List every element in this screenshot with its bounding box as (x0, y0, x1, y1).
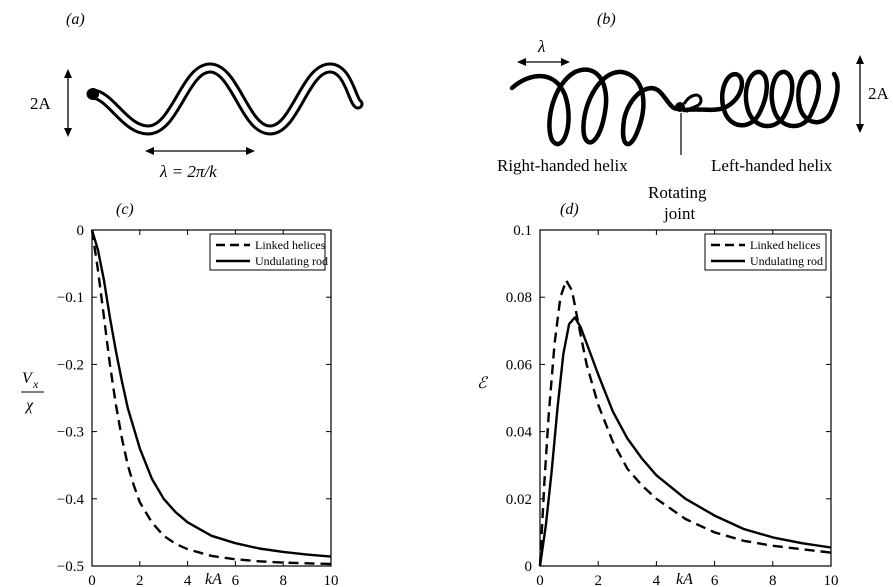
right-helix-label: Right-handed helix (497, 156, 628, 175)
chart-d-xtick-label: 10 (824, 573, 839, 587)
amplitude-label-a: 2A (30, 94, 52, 113)
panel-b: (b) λ 2A Right-handed helix Left-handed … (497, 11, 890, 223)
chart-d-xtick-label: 4 (653, 573, 661, 587)
right-handed-helix (509, 67, 683, 147)
chart-c-ytick-label: 0 (77, 223, 85, 239)
rod-head (87, 88, 99, 100)
chart-c-ytick-label: −0.1 (57, 290, 84, 306)
chart-d-xtick-label: 6 (711, 573, 719, 587)
chart-c-panel-label: (c) (116, 201, 134, 218)
chart-d-legend: Linked helices Undulating rod (704, 233, 827, 271)
left-handed-helix (681, 69, 840, 129)
amplitude-label-b: 2A (868, 84, 890, 103)
chart-c-xtick-label: 0 (88, 573, 96, 587)
chart-c-ytick-label: −0.5 (57, 559, 84, 575)
chart-d-panel-label: (d) (560, 201, 579, 218)
chart-c-legend-box (209, 233, 326, 271)
wavelength-label-b: λ (537, 37, 545, 56)
wavelength-arrow-b (517, 58, 570, 66)
chart-d-ticks: 0 2 4 6 8 10 0 0.02 0.04 0.06 0.08 0.1 (506, 223, 839, 587)
chart-c-ytick-label: −0.3 (57, 425, 84, 441)
chart-c-legend-rod: Undulating rod (255, 254, 328, 268)
chart-d-frame (539, 229, 832, 567)
wavelength-arrow-a (145, 147, 255, 155)
chart-d-xlabel: kA (676, 571, 693, 587)
chart-c-xtick-label: 4 (184, 573, 192, 587)
chart-c-xlabel: kA (205, 571, 222, 587)
amplitude-arrow-b (856, 55, 864, 133)
chart-c: (c) 0 2 4 6 8 10 0 −0.1 −0.2 −0.3 −0.4 −0.5 Linked … (21, 201, 339, 587)
left-helix-label: Left-handed helix (711, 156, 833, 175)
chart-d-xtick-label: 2 (594, 573, 602, 587)
chart-c-ylabel-num: V (22, 370, 34, 387)
chart-c-series (90, 229, 332, 566)
chart-c-xtick-label: 6 (232, 573, 240, 587)
chart-d-ytick-label: 0.08 (506, 290, 532, 306)
chart-d-ytick-label: 0.04 (506, 425, 533, 441)
chart-c-ylabel-sub: x (32, 377, 39, 391)
chart-d-ytick-label: 0.02 (506, 492, 532, 508)
chart-c-ylabel-den: χ (24, 397, 34, 414)
chart-d-series (538, 279, 832, 567)
joint-label-line1: Rotating (648, 183, 707, 202)
chart-c-series-undulating-rod (90, 229, 332, 558)
chart-c-ylabel: V x χ (21, 370, 44, 414)
chart-d-ytick-label: 0.1 (513, 223, 532, 239)
undulating-rod-inner (89, 65, 361, 133)
chart-d-ylabel: ℰ (477, 375, 489, 392)
amplitude-arrow (64, 69, 72, 137)
chart-d-legend-linked: Linked helices (750, 238, 821, 252)
chart-c-ytick-label: −0.2 (57, 357, 84, 373)
chart-d-ytick-label: 0 (525, 559, 533, 575)
wavelength-label-a: λ = 2π/k (159, 162, 217, 181)
panel-a: (a) 2A λ = 2π/k (30, 11, 364, 181)
panel-a-label: (a) (66, 11, 85, 28)
chart-d-xtick-label: 0 (536, 573, 544, 587)
chart-d-legend-rod: Undulating rod (750, 254, 823, 268)
chart-d-ytick-label: 0.06 (506, 357, 533, 373)
chart-c-xtick-label: 2 (136, 573, 144, 587)
panel-b-label: (b) (597, 11, 616, 28)
chart-c-series-linked-helices (90, 229, 332, 566)
chart-c-legend-linked: Linked helices (255, 238, 326, 252)
joint-label-line2: joint (663, 204, 695, 223)
chart-d-legend-box (704, 233, 827, 271)
chart-d: (d) 0 2 4 6 8 10 0 0.02 0.04 0.06 0.08 0.1 Linked h… (477, 201, 839, 587)
chart-d-xtick-label: 8 (769, 573, 777, 587)
chart-d-series-undulating-rod (538, 316, 832, 567)
chart-d-series-linked-helices (538, 279, 832, 567)
chart-c-ytick-label: −0.4 (57, 492, 85, 508)
chart-c-frame (91, 229, 332, 567)
chart-c-xtick-label: 8 (279, 573, 287, 587)
chart-c-ticks: 0 2 4 6 8 10 0 −0.1 −0.2 −0.3 −0.4 −0.5 (57, 223, 339, 587)
chart-c-xtick-label: 10 (324, 573, 339, 587)
chart-c-legend: Linked helices Undulating rod (209, 233, 328, 271)
